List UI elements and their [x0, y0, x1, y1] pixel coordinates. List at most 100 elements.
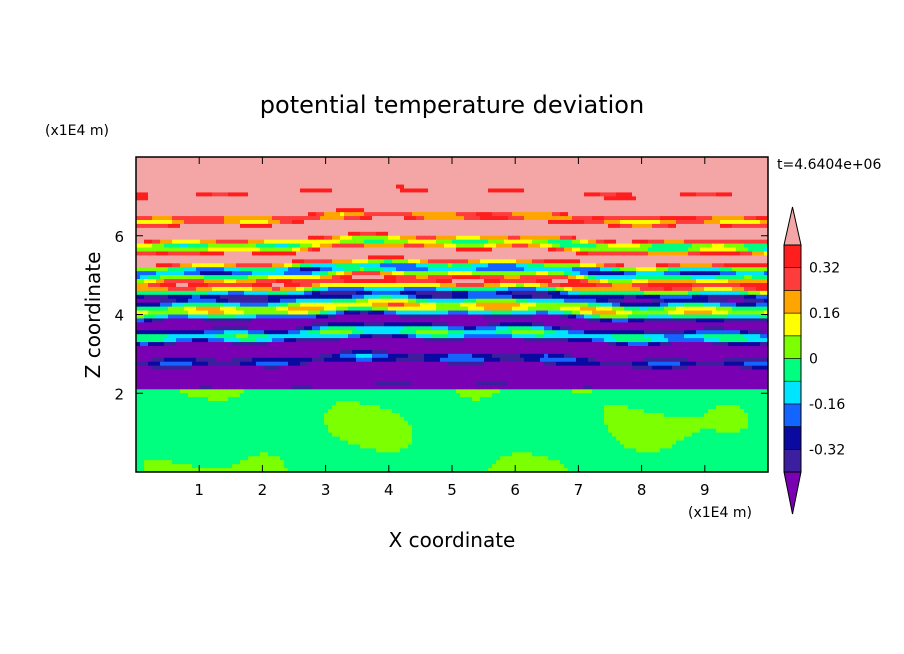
- contour-cell: [284, 267, 289, 272]
- contour-cell: [592, 240, 597, 245]
- contour-cell: [732, 224, 737, 229]
- contour-cell: [140, 181, 145, 186]
- contour-cell: [316, 189, 321, 194]
- contour-cell: [668, 185, 673, 190]
- contour-cell: [748, 185, 753, 190]
- contour-cell: [220, 279, 225, 284]
- contour-cell: [612, 244, 617, 249]
- contour-cell: [588, 228, 593, 233]
- contour-cell: [264, 161, 269, 166]
- contour-cell: [624, 224, 629, 229]
- contour-cell: [544, 232, 549, 237]
- contour-cell: [736, 161, 741, 166]
- contour-cell: [484, 181, 489, 186]
- contour-cell: [748, 169, 753, 174]
- contour-cell: [568, 192, 573, 197]
- contour-cell: [300, 204, 305, 209]
- contour-cell: [756, 255, 761, 260]
- contour-cell: [368, 224, 373, 229]
- contour-cell: [256, 200, 261, 205]
- contour-cell: [672, 263, 677, 268]
- contour-cell: [144, 220, 149, 225]
- contour-cell: [176, 255, 181, 260]
- contour-cell: [516, 220, 521, 225]
- contour-cell: [344, 185, 349, 190]
- contour-cell: [392, 212, 397, 217]
- contour-cell: [440, 173, 445, 178]
- contour-cell: [472, 267, 477, 272]
- contour-cell: [272, 279, 277, 284]
- contour-cell: [180, 212, 185, 217]
- contour-cell: [728, 267, 733, 272]
- contour-cell: [548, 192, 553, 197]
- contour-cell: [320, 212, 325, 217]
- contour-cell: [488, 263, 493, 268]
- contour-cell: [332, 263, 337, 268]
- contour-cell: [284, 165, 289, 170]
- contour-cell: [564, 255, 569, 260]
- contour-cell: [284, 185, 289, 190]
- contour-cell: [620, 259, 625, 264]
- contour-cell: [476, 263, 481, 268]
- contour-cell: [708, 177, 713, 182]
- contour-cell: [676, 267, 681, 272]
- contour-cell: [268, 212, 273, 217]
- contour-cell: [180, 189, 185, 194]
- contour-cell: [276, 169, 281, 174]
- contour-cell: [564, 192, 569, 197]
- contour-cell: [664, 259, 669, 264]
- contour-cell: [448, 177, 453, 182]
- contour-cell: [644, 216, 649, 221]
- contour-cell: [540, 200, 545, 205]
- contour-cell: [492, 252, 497, 257]
- contour-cell: [332, 252, 337, 257]
- contour-cell: [216, 165, 221, 170]
- contour-cell: [192, 279, 197, 284]
- contour-cell: [180, 267, 185, 272]
- contour-cell: [332, 200, 337, 205]
- contour-cell: [228, 177, 233, 182]
- contour-cell: [504, 220, 509, 225]
- contour-cell: [336, 200, 341, 205]
- contour-cell: [704, 271, 709, 276]
- contour-cell: [192, 240, 197, 245]
- contour-cell: [576, 220, 581, 225]
- contour-cell: [664, 232, 669, 237]
- contour-cell: [736, 255, 741, 260]
- contour-cell: [360, 275, 365, 280]
- contour-cell: [184, 165, 189, 170]
- contour-cell: [492, 220, 497, 225]
- contour-cell: [524, 224, 529, 229]
- contour-cell: [600, 204, 605, 209]
- contour-cell: [324, 192, 329, 197]
- contour-cell: [556, 244, 561, 249]
- contour-cell: [376, 259, 381, 264]
- contour-cell: [160, 255, 165, 260]
- contour-cell: [452, 185, 457, 190]
- contour-cell: [368, 212, 373, 217]
- contour-cell: [284, 177, 289, 182]
- contour-cell: [664, 185, 669, 190]
- contour-cell: [472, 259, 477, 264]
- contour-cell: [196, 279, 201, 284]
- contour-cell: [424, 200, 429, 205]
- contour-cell: [288, 275, 293, 280]
- contour-cell: [608, 236, 613, 241]
- contour-cell: [656, 220, 661, 225]
- contour-cell: [280, 181, 285, 186]
- contour-cell: [200, 200, 205, 205]
- contour-cell: [516, 196, 521, 201]
- contour-cell: [264, 181, 269, 186]
- contour-cell: [488, 240, 493, 245]
- contour-cell: [540, 263, 545, 268]
- contour-cell: [168, 271, 173, 276]
- contour-cell: [712, 200, 717, 205]
- contour-cell: [448, 232, 453, 237]
- contour-cell: [572, 252, 577, 257]
- contour-cell: [524, 267, 529, 272]
- contour-cell: [656, 275, 661, 280]
- contour-cell: [704, 275, 709, 280]
- contour-cell: [584, 204, 589, 209]
- contour-cell: [192, 259, 197, 264]
- contour-cell: [400, 267, 405, 272]
